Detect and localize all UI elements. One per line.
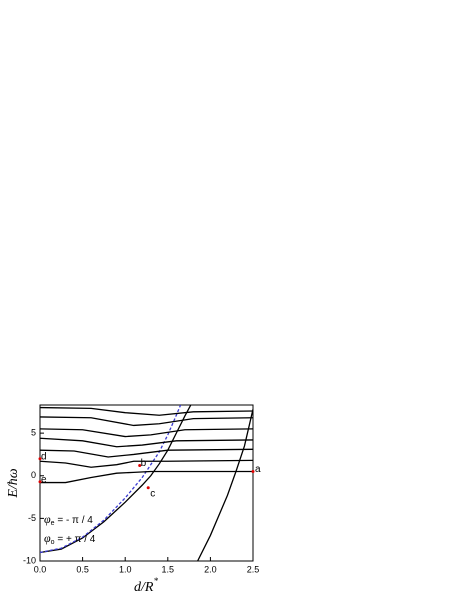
point-label: c	[150, 488, 155, 499]
y-tick-label: -5	[28, 513, 36, 523]
annotation-symbol: φ	[44, 512, 51, 526]
curve	[40, 406, 253, 416]
x-tick-label: 2.0	[204, 564, 217, 574]
point-marker	[251, 469, 255, 473]
point-label: a	[255, 464, 261, 475]
annotation: φo = + π / 4	[44, 531, 96, 546]
x-tick-label: 2.5	[247, 564, 260, 574]
curve	[40, 405, 182, 554]
point-label: b	[141, 458, 147, 469]
x-label-main: d/R	[134, 580, 154, 595]
curve	[40, 416, 253, 427]
point-label: d	[41, 451, 47, 462]
x-label-sup: *	[153, 576, 158, 586]
point-marker	[138, 464, 142, 468]
curve	[197, 409, 253, 561]
curve	[40, 459, 253, 468]
y-tick-label: -10	[23, 555, 36, 565]
x-tick-label: 1.0	[119, 564, 132, 574]
annotation-text: = + π / 4	[55, 534, 96, 545]
annotation-text: = - π / 4	[55, 515, 94, 526]
curve	[40, 448, 253, 458]
x-axis-label: d/R*	[134, 576, 158, 595]
curve	[40, 470, 253, 484]
annotation: φe = - π / 4	[44, 512, 93, 527]
curve	[40, 405, 192, 554]
point-marker	[38, 480, 42, 484]
y-tick-label: 0	[31, 470, 36, 480]
curve	[40, 428, 253, 438]
annotation-symbol: φ	[44, 531, 51, 545]
annotation-sub: o	[51, 539, 55, 546]
point-label: e	[41, 474, 47, 485]
curve	[40, 437, 253, 448]
x-tick-label: 1.5	[162, 564, 175, 574]
y-axis-label: E/ħω	[6, 468, 21, 498]
point-marker	[146, 486, 150, 490]
y-tick-label: 5	[31, 428, 36, 438]
point-marker	[38, 457, 42, 461]
x-tick-label: 0.5	[76, 564, 89, 574]
x-tick-label: 0.0	[34, 564, 47, 574]
annotation-sub: e	[51, 520, 55, 527]
